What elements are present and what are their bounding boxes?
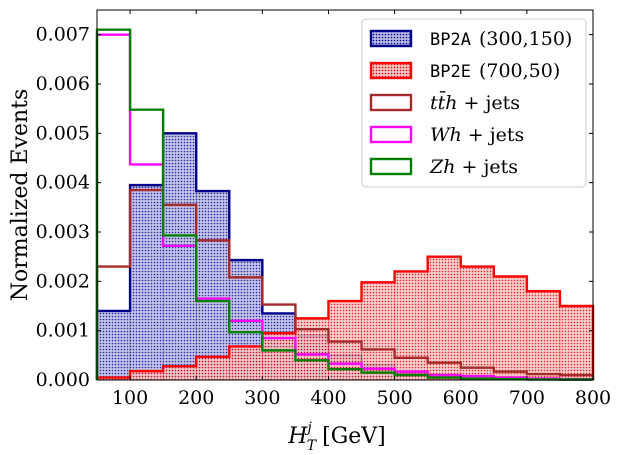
x-tick-label-700: 700 bbox=[509, 387, 545, 409]
outline-bp2e bbox=[95, 255, 595, 380]
y-tick-label-2: 0.002 bbox=[36, 270, 90, 292]
bar-bp2a-bin-0 bbox=[97, 310, 131, 380]
legend-entry-bp2e: BP2E (700,50) bbox=[369, 60, 560, 82]
bar-bp2e-bin-13 bbox=[526, 291, 560, 380]
bar-bp2e-bin-3 bbox=[196, 356, 230, 380]
bar-bp2a-bin-3 bbox=[196, 191, 230, 380]
bar-bp2e-bin-1 bbox=[130, 371, 164, 380]
y-tick-label-7: 0.007 bbox=[36, 24, 90, 46]
legend-label-zh-jets: Zh + jets bbox=[429, 156, 518, 178]
legend-label-bp2a: BP2A (300,150) bbox=[430, 28, 572, 50]
bar-bp2a-bin-2 bbox=[163, 133, 197, 380]
y-tick-label-4: 0.004 bbox=[36, 172, 90, 194]
x-tick-label-100: 100 bbox=[112, 387, 148, 409]
series-bp2e bbox=[95, 255, 595, 380]
legend-swatch-bp2e bbox=[369, 61, 413, 80]
bar-bp2a-bin-1 bbox=[130, 185, 164, 380]
legend-entry-tt-h-jets: tt̄h + jets bbox=[369, 90, 520, 114]
x-tick-label-200: 200 bbox=[178, 387, 214, 409]
outline-tt-h-jets bbox=[95, 188, 595, 380]
x-axis-label: Hj T [GeV] bbox=[287, 420, 386, 454]
bar-bp2e-bin-6 bbox=[295, 318, 329, 380]
bar-bp2e-bin-12 bbox=[493, 276, 527, 380]
bar-bp2e-bin-9 bbox=[394, 271, 428, 380]
y-tick-label-3: 0.003 bbox=[36, 221, 90, 243]
y-axis-label: Normalized Events bbox=[8, 89, 33, 302]
outline-wh-jets bbox=[95, 33, 595, 381]
series-wh-jets bbox=[95, 33, 595, 381]
legend-swatch-tt-h-jets bbox=[369, 93, 413, 112]
bar-bp2e-bin-2 bbox=[163, 366, 197, 380]
y-tick-label-1: 0.001 bbox=[36, 320, 90, 342]
axes-frame bbox=[96, 9, 594, 381]
bar-bp2e-bin-11 bbox=[460, 266, 494, 380]
bar-bp2e-bin-8 bbox=[361, 282, 395, 380]
legend bbox=[361, 18, 587, 188]
x-tick-label-500: 500 bbox=[376, 387, 412, 409]
x-tick-label-300: 300 bbox=[244, 387, 280, 409]
y-tick-label-5: 0.005 bbox=[36, 122, 90, 144]
legend-label-bp2e: BP2E (700,50) bbox=[430, 60, 560, 82]
series-zh-jets bbox=[95, 28, 595, 381]
x-tick-label-600: 600 bbox=[443, 387, 479, 409]
x-tick-label-400: 400 bbox=[310, 387, 346, 409]
series-tt-h-jets bbox=[95, 188, 595, 380]
legend-swatch-bp2a bbox=[369, 29, 413, 48]
legend-entry-wh-jets: Wh + jets bbox=[369, 124, 524, 146]
x-tick-label-800: 800 bbox=[575, 387, 611, 409]
legend-entry-zh-jets: Zh + jets bbox=[369, 156, 518, 178]
legend-swatch-zh-jets bbox=[369, 157, 413, 176]
legend-label-tt-h-jets: tt̄h + jets bbox=[430, 90, 520, 114]
y-tick-label-6: 0.006 bbox=[36, 73, 90, 95]
bar-bp2e-bin-5 bbox=[262, 333, 296, 380]
legend-swatch-wh-jets bbox=[369, 125, 413, 144]
bar-bp2e-bin-0 bbox=[97, 377, 131, 380]
bar-bp2e-bin-10 bbox=[427, 256, 461, 380]
legend-label-wh-jets: Wh + jets bbox=[430, 124, 524, 146]
outline-zh-jets bbox=[95, 28, 595, 381]
bar-bp2e-bin-4 bbox=[229, 346, 263, 380]
bar-bp2e-bin-14 bbox=[559, 306, 593, 380]
legend-entry-bp2a: BP2A (300,150) bbox=[369, 28, 572, 50]
y-tick-label-0: 0.000 bbox=[36, 369, 90, 391]
